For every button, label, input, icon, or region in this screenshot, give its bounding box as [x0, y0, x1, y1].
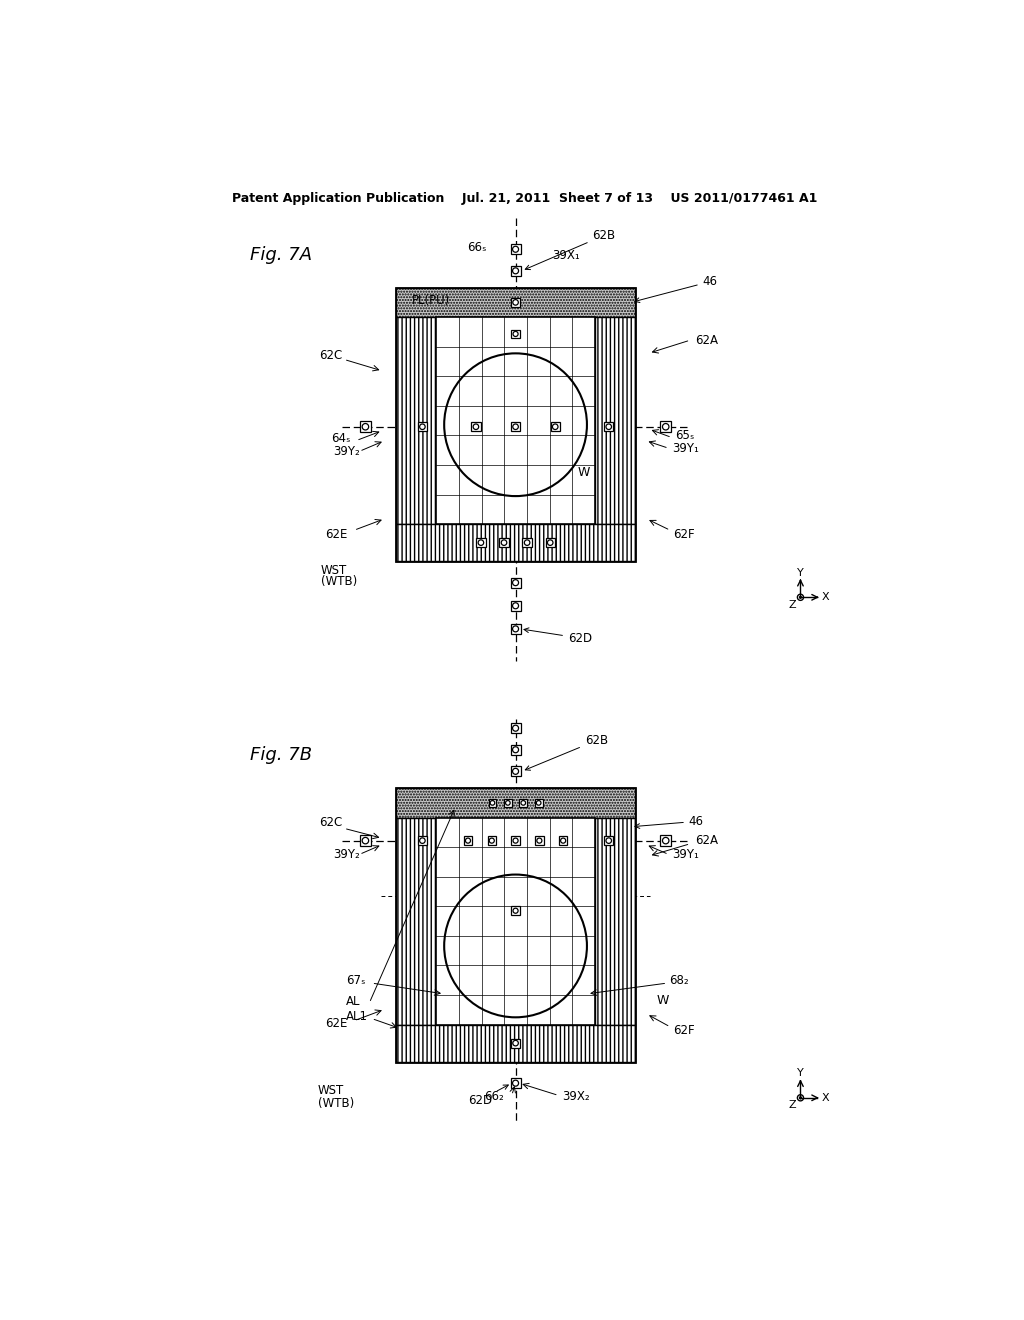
- Text: 62B: 62B: [525, 734, 608, 771]
- Bar: [476, 539, 485, 548]
- Bar: [360, 421, 371, 432]
- Bar: [436, 817, 595, 1024]
- Text: (WTB): (WTB): [321, 576, 357, 589]
- Text: 62F: 62F: [674, 1024, 695, 1038]
- Bar: [396, 524, 635, 561]
- Bar: [511, 744, 520, 755]
- Bar: [396, 788, 635, 817]
- Text: AL1: AL1: [346, 1010, 369, 1023]
- Bar: [511, 907, 520, 915]
- Text: Fig. 7B: Fig. 7B: [250, 746, 312, 764]
- Bar: [511, 265, 520, 276]
- Text: Z: Z: [788, 1101, 797, 1110]
- Bar: [360, 836, 371, 846]
- Bar: [604, 836, 613, 845]
- Bar: [660, 836, 671, 846]
- Text: 46: 46: [635, 275, 718, 302]
- Bar: [396, 288, 635, 561]
- Bar: [504, 799, 512, 807]
- Circle shape: [800, 1097, 802, 1098]
- Bar: [511, 330, 520, 338]
- Bar: [511, 624, 520, 634]
- Bar: [396, 788, 635, 1061]
- Bar: [418, 422, 427, 432]
- Text: (WTB): (WTB): [317, 1097, 354, 1110]
- Bar: [511, 723, 520, 733]
- Text: 62C: 62C: [319, 348, 342, 362]
- Bar: [396, 817, 436, 1024]
- Bar: [396, 288, 635, 317]
- Bar: [511, 601, 520, 611]
- Bar: [418, 836, 427, 845]
- Text: Y: Y: [797, 568, 804, 578]
- Bar: [511, 767, 520, 776]
- Bar: [396, 1024, 635, 1061]
- Bar: [536, 837, 544, 845]
- Text: 62F: 62F: [674, 528, 695, 541]
- Text: Patent Application Publication    Jul. 21, 2011  Sheet 7 of 13    US 2011/017746: Patent Application Publication Jul. 21, …: [232, 191, 817, 205]
- Text: 67ₛ: 67ₛ: [346, 974, 366, 987]
- Text: 68₂: 68₂: [670, 974, 689, 987]
- Text: 62C: 62C: [319, 816, 342, 829]
- Bar: [595, 317, 635, 524]
- Bar: [522, 539, 531, 548]
- Text: Fig. 7A: Fig. 7A: [250, 246, 312, 264]
- Text: 39X₂: 39X₂: [562, 1090, 590, 1102]
- Circle shape: [800, 597, 802, 598]
- Text: 39X₁: 39X₁: [553, 249, 581, 261]
- Text: W: W: [656, 994, 669, 1007]
- Text: 62D: 62D: [524, 628, 592, 644]
- Text: AL: AL: [346, 995, 360, 1008]
- Text: WST: WST: [317, 1084, 344, 1097]
- Text: 46: 46: [635, 814, 703, 829]
- Text: 62A: 62A: [695, 334, 718, 347]
- Bar: [604, 422, 613, 432]
- Bar: [500, 539, 509, 548]
- Bar: [511, 1039, 520, 1048]
- Bar: [464, 837, 472, 845]
- Bar: [546, 539, 555, 548]
- Text: X: X: [821, 593, 828, 602]
- Bar: [511, 578, 520, 587]
- Text: X: X: [821, 1093, 828, 1102]
- Bar: [511, 422, 520, 432]
- Bar: [511, 1078, 520, 1088]
- Text: 66₂: 66₂: [484, 1090, 504, 1102]
- Text: WST: WST: [321, 564, 347, 577]
- Text: 64ₛ: 64ₛ: [331, 432, 350, 445]
- Bar: [471, 422, 480, 432]
- Text: Z: Z: [788, 601, 797, 610]
- Bar: [511, 298, 520, 308]
- Text: Y: Y: [797, 1068, 804, 1078]
- Bar: [551, 422, 560, 432]
- Text: W: W: [578, 466, 590, 479]
- Text: 62D: 62D: [468, 1085, 508, 1106]
- Text: 39Y₂: 39Y₂: [333, 847, 359, 861]
- Bar: [595, 817, 635, 1024]
- Text: 39Y₂: 39Y₂: [333, 445, 359, 458]
- Text: 39Y₁: 39Y₁: [672, 847, 698, 861]
- Text: 66ₛ: 66ₛ: [467, 242, 486, 255]
- Text: 62E: 62E: [326, 1016, 348, 1030]
- Text: 62E: 62E: [326, 528, 348, 541]
- Bar: [559, 837, 567, 845]
- Bar: [396, 317, 436, 524]
- Text: 62B: 62B: [525, 228, 615, 269]
- Bar: [519, 799, 527, 807]
- Bar: [436, 317, 595, 524]
- Text: 65ₛ: 65ₛ: [675, 429, 694, 442]
- Bar: [487, 837, 496, 845]
- Text: 39Y₁: 39Y₁: [672, 442, 698, 455]
- Text: 62A: 62A: [695, 834, 718, 847]
- Bar: [511, 244, 520, 255]
- Bar: [511, 837, 520, 845]
- Bar: [488, 799, 497, 807]
- Bar: [660, 421, 671, 432]
- Bar: [535, 799, 543, 807]
- Text: PL(PU): PL(PU): [412, 294, 450, 308]
